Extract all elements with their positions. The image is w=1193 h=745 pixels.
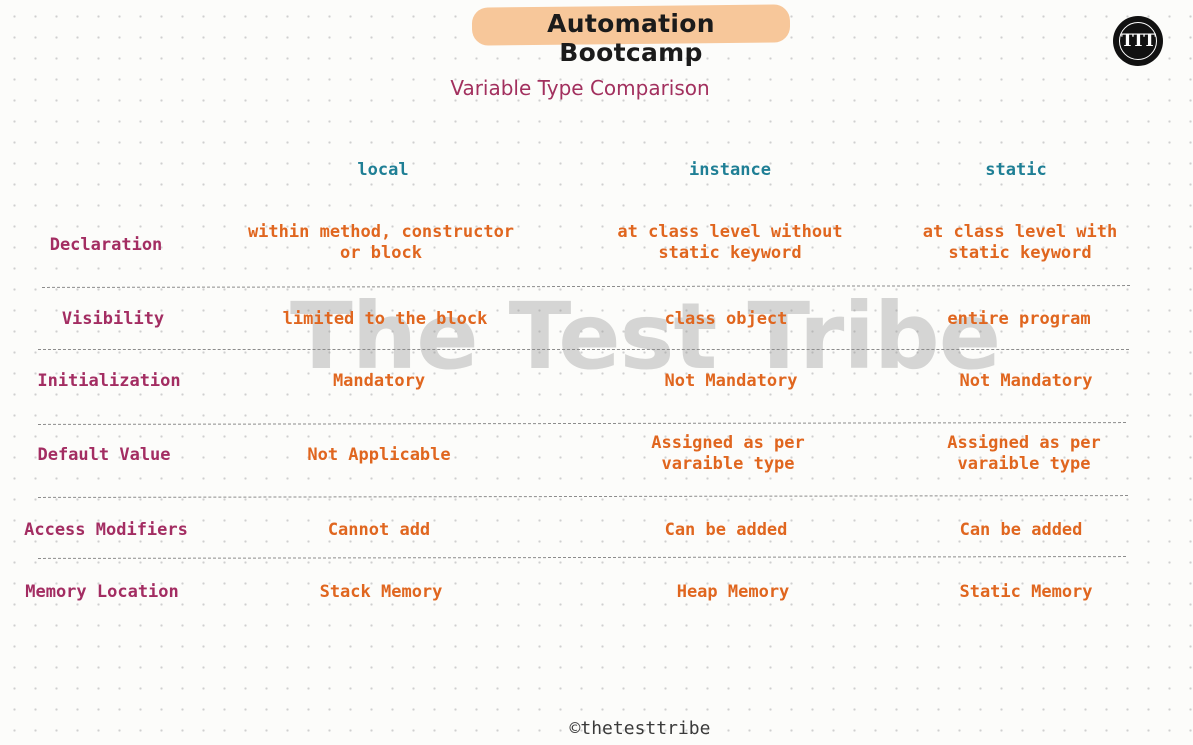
cell-memory-location-local: Stack Memory [319,582,443,602]
row-divider [41,285,1130,288]
row-divider [37,556,1126,559]
tribe-logo-icon: TTT [1113,16,1163,66]
page-subtitle: Variable Type Comparison [450,76,710,100]
row-divider [37,495,1128,498]
row-label-initialization: Initialization [37,371,181,391]
cell-visibility-local: limited to the block [282,309,488,329]
row-label-memory-location: Memory Location [25,582,179,602]
row-label-access-modifiers: Access Modifiers [24,520,188,540]
cell-default-value-instance: Assigned as per varaible type [651,433,805,474]
page-title: Automation Bootcamp [547,9,715,67]
column-header-local: local [357,160,409,180]
row-divider [37,422,1126,425]
cell-visibility-static: entire program [947,309,1091,329]
cell-access-modifiers-local: Cannot add [327,520,431,540]
cell-initialization-static: Not Mandatory [959,371,1093,391]
cell-initialization-local: Mandatory [332,371,426,391]
cell-initialization-instance: Not Mandatory [664,371,798,391]
cell-declaration-static: at class level with static keyword [922,222,1118,263]
copyright-footer: ©thetesttribe [569,718,711,739]
cell-declaration-local: within method, constructor or block [247,222,515,263]
cell-default-value-local: Not Applicable [307,445,451,465]
cell-default-value-static: Assigned as per varaible type [947,433,1101,474]
cell-visibility-instance: class object [664,309,788,329]
row-label-declaration: Declaration [49,235,163,255]
column-header-instance: instance [689,160,771,180]
cell-declaration-instance: at class level without static keyword [617,222,843,263]
column-header-static: static [985,160,1047,180]
cell-access-modifiers-instance: Can be added [664,520,788,540]
row-label-visibility: Visibility [61,309,165,329]
cell-access-modifiers-static: Can be added [959,520,1083,540]
logo-monogram: TTT [1119,22,1157,60]
cell-memory-location-instance: Heap Memory [676,582,790,602]
row-divider [38,349,1129,350]
cell-memory-location-static: Static Memory [959,582,1093,602]
row-label-default-value: Default Value [37,445,171,465]
